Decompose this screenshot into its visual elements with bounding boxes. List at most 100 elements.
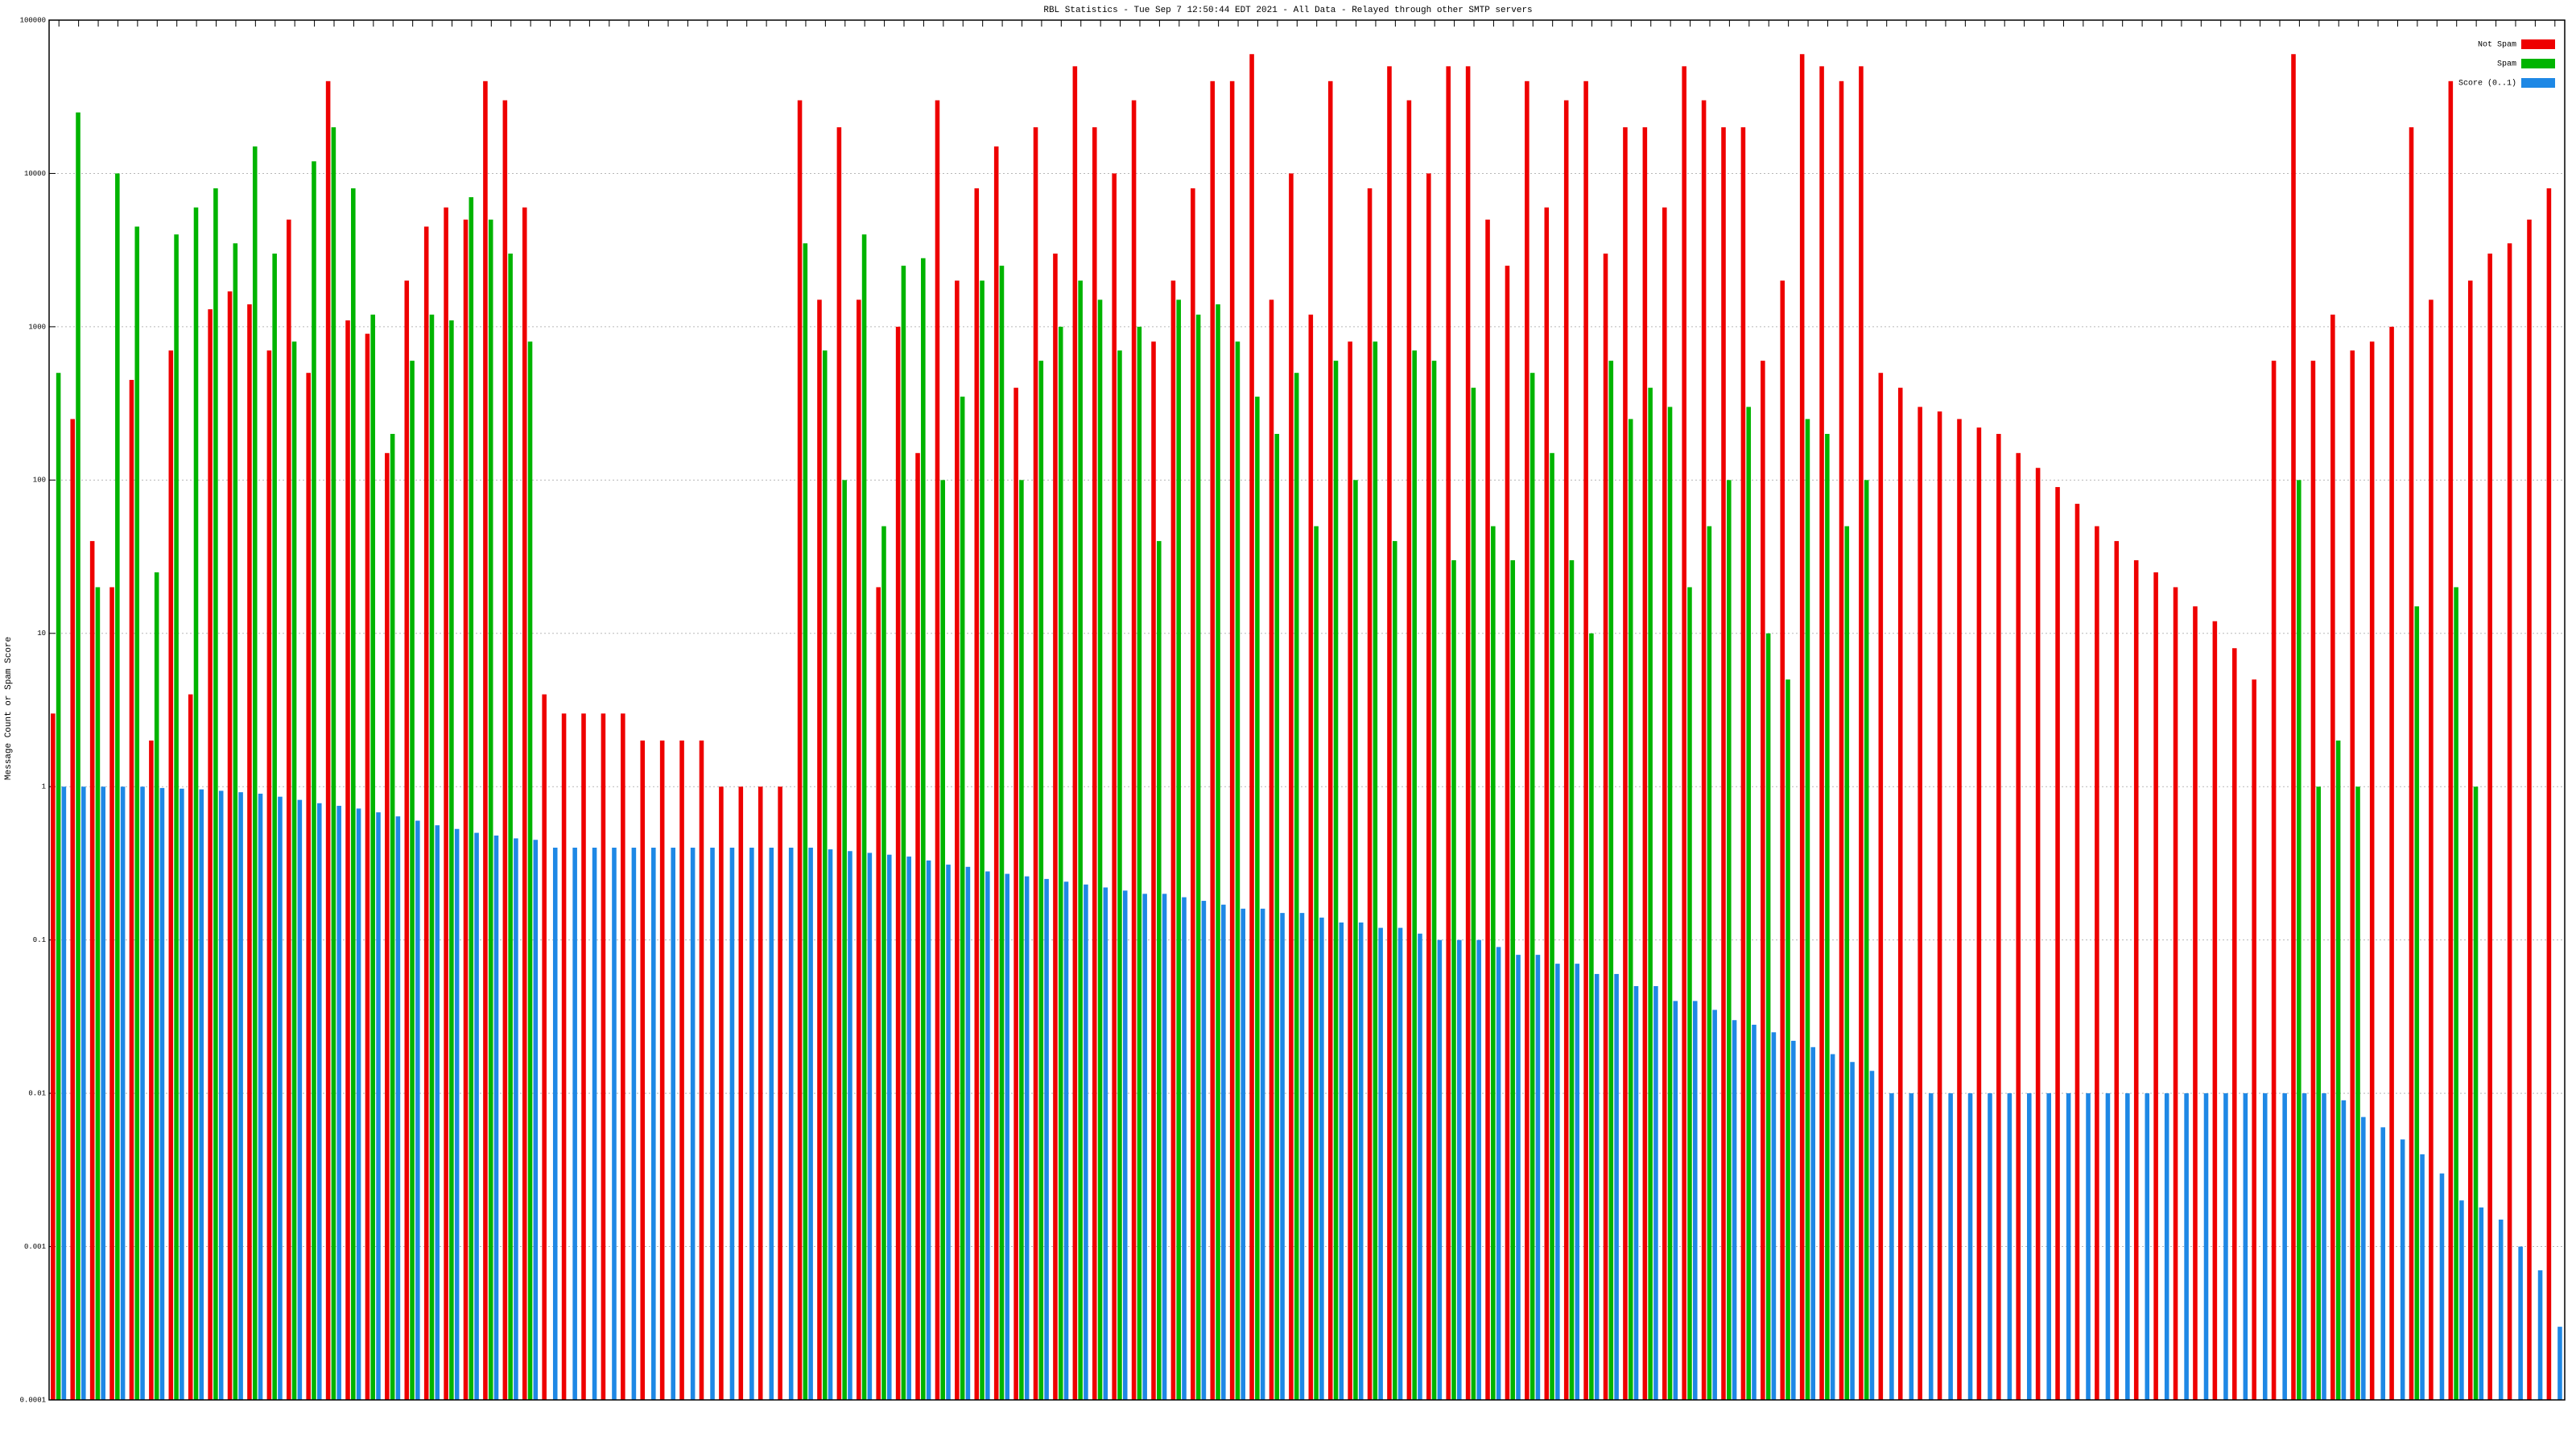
bar — [2369, 341, 2375, 1400]
bar — [1112, 173, 1117, 1400]
bar — [1525, 80, 1530, 1401]
bar — [1078, 280, 1083, 1401]
bar — [2380, 1127, 2386, 1400]
bar — [2546, 188, 2552, 1401]
bar — [836, 127, 842, 1400]
bar — [1117, 350, 1122, 1400]
bar — [1516, 955, 1521, 1400]
bar — [1996, 434, 2001, 1400]
bar — [1746, 407, 1751, 1400]
bar — [2316, 786, 2321, 1400]
bar — [370, 314, 376, 1400]
bar — [842, 480, 847, 1401]
bar — [199, 789, 204, 1400]
bar — [1446, 66, 1451, 1401]
bar — [1642, 127, 1648, 1400]
bar — [542, 694, 547, 1400]
bar — [61, 786, 67, 1400]
bar — [901, 266, 906, 1401]
plot-frame — [48, 19, 2566, 1401]
bar — [533, 840, 539, 1400]
bar — [336, 806, 341, 1400]
bar — [631, 848, 637, 1400]
bar — [252, 146, 258, 1401]
bar — [2341, 1100, 2347, 1400]
bar — [287, 219, 291, 1400]
bar — [272, 254, 277, 1400]
bar — [651, 848, 656, 1400]
bar — [1373, 341, 1378, 1400]
bar — [435, 825, 440, 1400]
bar — [581, 713, 586, 1400]
bar — [1103, 887, 1108, 1400]
bar — [946, 865, 951, 1400]
bar — [828, 849, 833, 1400]
bar — [1289, 173, 1294, 1400]
bar — [2487, 254, 2492, 1400]
bar — [1170, 280, 1176, 1401]
bar — [861, 234, 867, 1400]
bar — [1839, 80, 1844, 1401]
bar — [1707, 526, 1712, 1400]
bar — [1157, 541, 1162, 1400]
bar — [1673, 1001, 1678, 1400]
bar — [1465, 66, 1471, 1401]
bar — [1176, 299, 1181, 1401]
bar — [1426, 173, 1431, 1400]
bar — [803, 243, 808, 1400]
bar — [935, 100, 940, 1401]
bar — [2350, 350, 2355, 1400]
bar — [449, 320, 454, 1401]
bar — [1221, 904, 1226, 1400]
bar — [1491, 526, 1496, 1400]
bar — [1260, 908, 1265, 1400]
bar — [659, 740, 665, 1400]
bar — [1967, 1093, 1973, 1400]
bar — [159, 787, 165, 1400]
legend-label: Score (0..1) — [2458, 79, 2516, 89]
bar — [1819, 66, 1824, 1401]
bar — [2527, 219, 2532, 1400]
bar — [1889, 1093, 1894, 1400]
bar — [867, 852, 873, 1400]
bar — [769, 848, 774, 1400]
bar — [1162, 894, 1167, 1400]
bar — [390, 434, 395, 1400]
bar — [960, 396, 965, 1400]
bar — [2454, 587, 2458, 1400]
bar — [2193, 606, 2198, 1400]
bar — [483, 80, 488, 1401]
bar — [1053, 254, 1058, 1400]
bar — [208, 309, 213, 1401]
bar — [1437, 939, 1443, 1400]
y-tick-label: 0.01 — [28, 1089, 46, 1097]
bar — [2479, 1207, 2484, 1400]
bar — [154, 572, 159, 1400]
bar — [502, 100, 508, 1401]
bar — [2243, 1093, 2248, 1400]
bar — [1785, 679, 1790, 1400]
bar — [671, 848, 675, 1400]
bar — [1406, 100, 1412, 1401]
bar — [2074, 503, 2080, 1401]
bar — [2330, 314, 2335, 1400]
bar — [2173, 587, 2178, 1400]
bar — [1505, 266, 1510, 1401]
bar — [926, 860, 931, 1400]
bar — [1412, 350, 1417, 1400]
legend-label: Spam — [2497, 60, 2516, 69]
bar — [247, 304, 252, 1401]
bar — [95, 587, 101, 1400]
bar — [1878, 373, 1884, 1400]
bar — [291, 341, 297, 1400]
bar — [572, 848, 577, 1400]
bar — [1024, 876, 1030, 1400]
bar — [2498, 1220, 2504, 1400]
bar — [188, 694, 193, 1400]
bar — [1909, 1093, 1914, 1400]
bar — [2282, 1093, 2287, 1400]
bar — [1844, 526, 1850, 1400]
bar — [1765, 633, 1771, 1400]
